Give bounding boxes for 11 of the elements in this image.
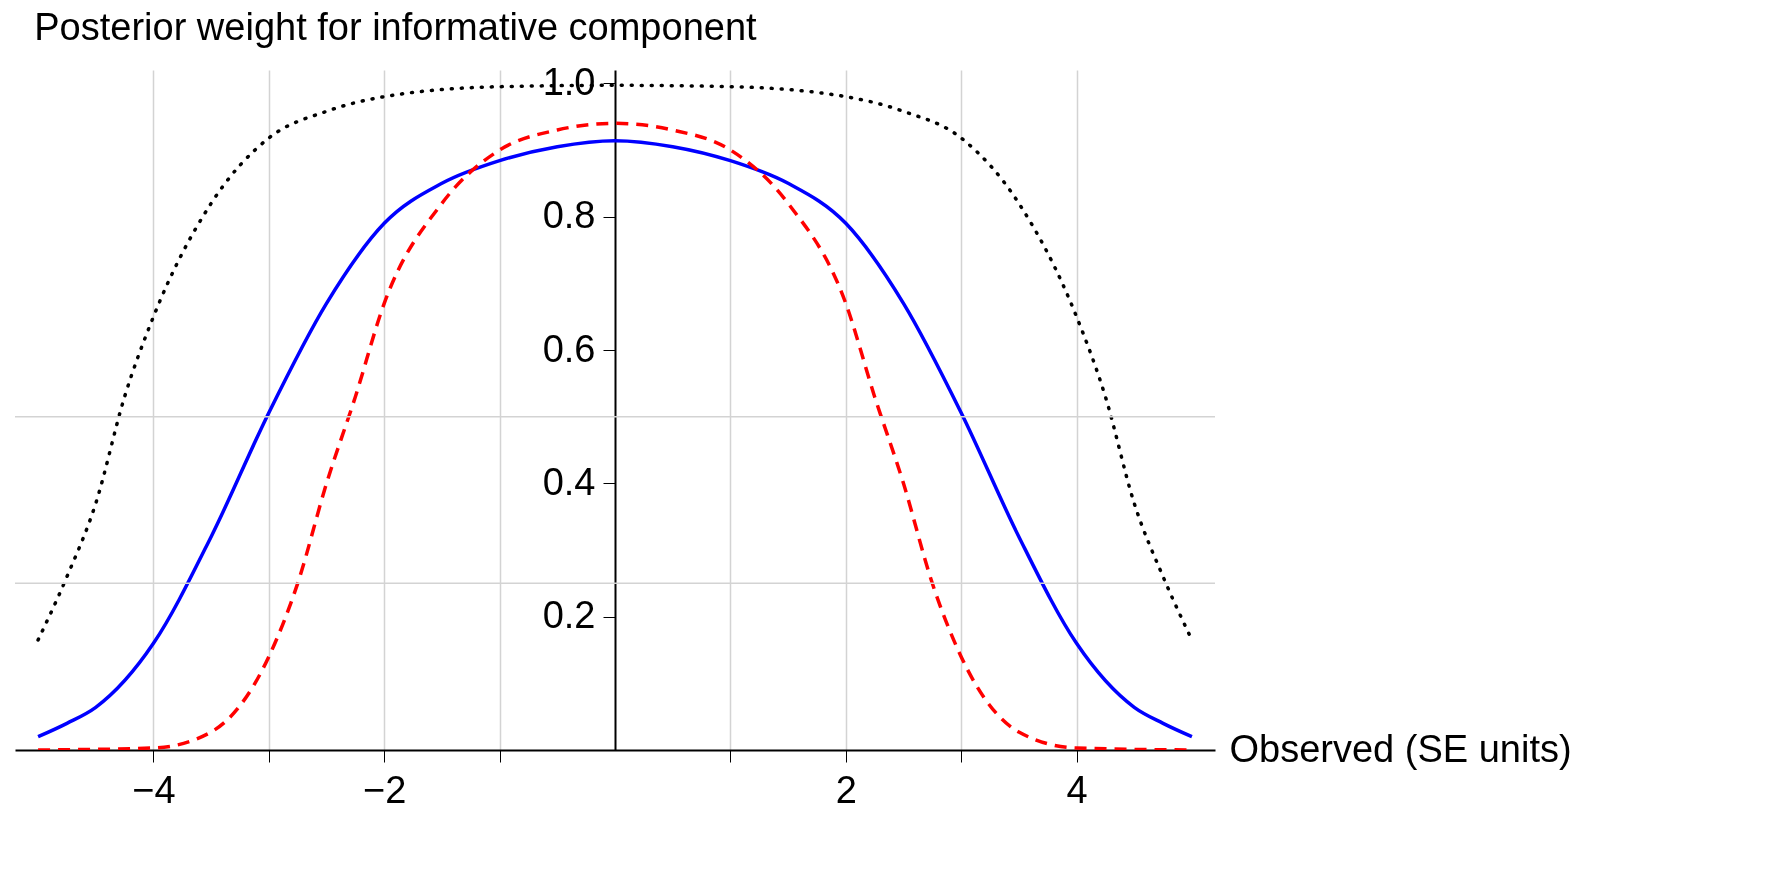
y-tick-label: 0.4 <box>542 460 596 503</box>
x-tick-label: −2 <box>363 768 407 811</box>
x-tick-label: 2 <box>835 768 857 811</box>
y-tick-label: 0.8 <box>542 194 596 237</box>
y-tick-label: 1.0 <box>542 60 596 103</box>
x-axis-title: Observed (SE units) <box>1229 727 1572 770</box>
chart-title: Posterior weight for informative component <box>34 6 758 49</box>
y-tick-label: 0.2 <box>542 594 596 637</box>
y-tick-label: 0.6 <box>542 327 596 370</box>
x-tick-label: −4 <box>132 768 176 811</box>
x-tick-label: 4 <box>1066 768 1088 811</box>
